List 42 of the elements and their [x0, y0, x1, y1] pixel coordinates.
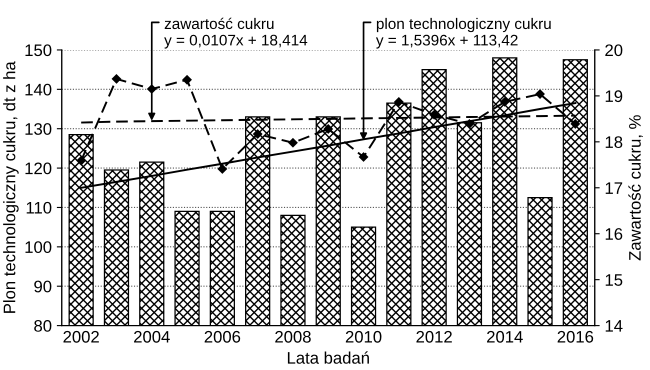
point — [324, 124, 333, 134]
x-tick-label: 2012 — [416, 330, 452, 343]
point — [112, 74, 122, 84]
y-tick-label: 140 — [25, 84, 52, 96]
y-tick-label: 130 — [25, 123, 52, 135]
point — [218, 164, 227, 174]
annotation: zawartość cukru y = 0,0107x + 18,414 — [164, 18, 308, 49]
x-axis-title: Lata badań — [288, 351, 369, 364]
y-tick-label: 110 — [26, 202, 52, 214]
y-tick-label: 120 — [25, 162, 52, 174]
y2-tick-label: 16 — [606, 228, 622, 240]
point — [182, 75, 192, 84]
x-tick-label: 2002 — [63, 330, 99, 343]
y-axis-title: Plon technologiczny cukru, dt z ha — [3, 61, 19, 313]
y2-tick-label: 14 — [606, 320, 623, 332]
x-tick-label: 2014 — [487, 330, 523, 343]
x-tick-label: 2010 — [346, 330, 382, 343]
point — [570, 119, 580, 129]
annotation: plon technologiczny cukru y = 1,5396x + 113,42 — [376, 18, 551, 49]
y2-tick-label: 15 — [606, 274, 622, 286]
point — [464, 119, 474, 129]
y2-tick-label: 18 — [606, 136, 622, 148]
x-tick-label: 2016 — [558, 330, 594, 343]
y2-tick-label: 19 — [606, 90, 622, 102]
point — [394, 97, 404, 106]
y2-tick-label: 17 — [606, 182, 622, 194]
y2-tick-label: 20 — [605, 44, 622, 56]
point — [76, 156, 86, 166]
point — [288, 138, 298, 148]
point — [358, 152, 368, 162]
y-tick-label: 100 — [25, 241, 52, 254]
point — [500, 97, 510, 106]
x-tick-label: 2006 — [204, 330, 240, 343]
x-tick-label: 2004 — [134, 330, 170, 343]
y2-axis-title: Zawartość cukru, % — [628, 115, 643, 260]
y-tick-label: 80 — [34, 320, 52, 332]
point — [535, 89, 545, 99]
x-tick-label: 2008 — [275, 330, 311, 343]
point — [147, 84, 156, 94]
y-tick-label: 150 — [25, 44, 52, 56]
point — [253, 129, 262, 139]
y-tick-label: 90 — [34, 280, 52, 292]
